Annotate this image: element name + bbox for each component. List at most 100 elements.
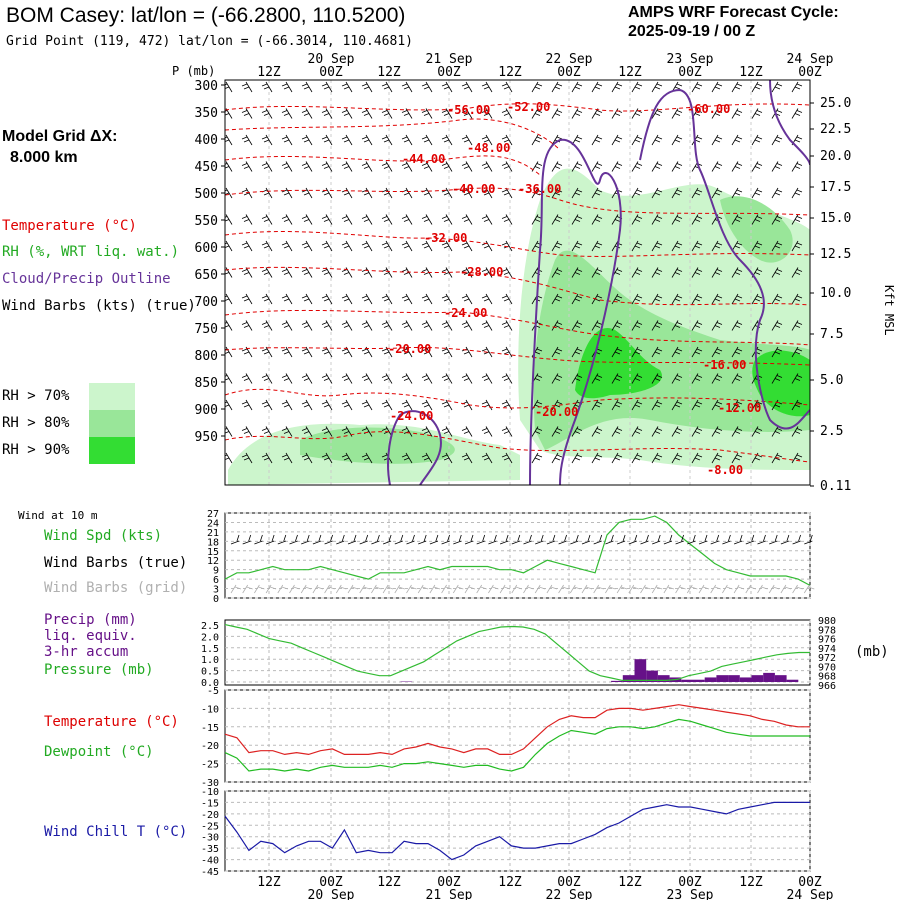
wind-barb (671, 320, 683, 331)
cross-section-grid (268, 80, 811, 485)
wind-barb (791, 373, 803, 384)
wind-barb (571, 320, 583, 331)
wind-barb (651, 214, 663, 225)
precip-tick-label: 2.5 (201, 621, 219, 632)
wind-barb (812, 400, 822, 410)
wind-barb-true (616, 534, 626, 545)
wind-barb (551, 214, 563, 225)
wind-barb (361, 187, 373, 199)
precip-bar (774, 675, 787, 682)
wind-barb (731, 161, 743, 172)
wind-barb (401, 452, 413, 464)
pressure-tick-label: 700 (195, 295, 218, 310)
wind-barb-grid (663, 584, 675, 594)
wind-barb (241, 187, 253, 199)
wind-barb-true (230, 534, 240, 545)
wind-barb (651, 452, 663, 464)
wind-barb (341, 161, 353, 172)
wind-barb (441, 134, 453, 146)
pressure-tick-label: 970 (818, 662, 836, 673)
date-label-bottom: 24 Sep (787, 888, 834, 900)
wind-barb-true (277, 534, 287, 545)
wind-barb (301, 214, 313, 225)
precip-bar (728, 675, 740, 682)
wind-barb-true (558, 534, 567, 545)
wind-barb (501, 320, 513, 331)
time-tick-label-top: 00Z (557, 65, 581, 80)
wind-barb (551, 81, 563, 93)
windchill-tick-label: -35 (201, 844, 219, 855)
wind-barb (691, 267, 703, 278)
wind-barb (551, 452, 563, 464)
wind-tick-label: 3 (213, 585, 219, 596)
wind-barb (571, 81, 583, 93)
wind-barb (501, 293, 513, 305)
wind-barb (461, 161, 473, 172)
wind-barb (671, 161, 683, 172)
wind-barb (481, 346, 493, 358)
time-tick-label-bottom: 12Z (257, 875, 281, 890)
wind-barb (421, 81, 433, 93)
height-tick-label: 20.0 (820, 149, 851, 164)
pressure-tick-label: 978 (818, 625, 836, 636)
wind-barb-true (289, 534, 298, 545)
wind-barb (361, 108, 373, 119)
wind-barb-grid (628, 584, 639, 594)
legend-rh70-label: RH > 70% (2, 388, 70, 404)
wind-barb-true (453, 534, 462, 545)
legend-rh90-label: RH > 90% (2, 442, 70, 458)
windchill-panel-label: Wind Chill T (°C) (44, 824, 188, 840)
wind-barb-true (698, 534, 708, 545)
pressure-tick-label: 966 (818, 681, 836, 692)
wind-barb (301, 373, 313, 384)
wind-tick-label: 27 (207, 509, 219, 520)
wind-barb (441, 320, 453, 331)
wind-barb (651, 161, 663, 172)
wind-barb (225, 346, 233, 358)
wind-barb (501, 452, 513, 464)
wind-barb-grid (511, 584, 522, 594)
wind-barb-grid (300, 584, 312, 594)
temperature-label: -20.00 (535, 405, 578, 419)
wind-barb-grid (429, 584, 441, 594)
temperature-label: -44.00 (402, 152, 445, 166)
wind-barb (771, 134, 783, 146)
wind-barb (791, 399, 803, 411)
wind-barb-grid (289, 584, 300, 594)
wind-barb-true (675, 534, 684, 545)
temperature-label: -52.00 (507, 100, 550, 114)
temp-contour-10 (225, 431, 810, 463)
wind-barb (751, 161, 763, 172)
wind-barb (731, 346, 743, 358)
wind-barb (225, 187, 233, 199)
forecast-cycle-value: 2025-09-19 / 00 Z (628, 23, 756, 40)
wind-barb-grid (651, 584, 663, 594)
wind-barb (791, 81, 803, 93)
wind-barb (461, 134, 473, 146)
wind-barb (791, 452, 803, 464)
temp-tick-label: -10 (201, 704, 219, 715)
wind-barb (401, 161, 413, 172)
wind-barb (461, 81, 473, 93)
wind-barb (501, 108, 513, 119)
wind-barb (571, 187, 583, 199)
wind-barb (731, 108, 743, 119)
wind-barb (281, 452, 293, 464)
pressure-tick-label: 950 (195, 430, 218, 445)
precip-tick-label: 1.5 (201, 644, 219, 655)
date-label-top: 23 Sep (667, 52, 714, 67)
wind-barb-grid (546, 584, 558, 594)
wind-barb (361, 452, 373, 464)
model-grid-value: 8.000 km (10, 149, 78, 166)
wind-barb (631, 426, 643, 437)
wind-barb-grid (722, 584, 733, 594)
wind-barb (241, 214, 253, 225)
wind-barb (401, 134, 413, 146)
wind-barb-true (464, 534, 474, 545)
precip-tick-label: 2.0 (201, 632, 219, 643)
wind-barb (341, 452, 353, 464)
temperature-label: -40.00 (452, 182, 495, 196)
wind-barb-grid (476, 584, 487, 594)
wind-barb (421, 426, 433, 437)
wind-barb (611, 452, 623, 464)
